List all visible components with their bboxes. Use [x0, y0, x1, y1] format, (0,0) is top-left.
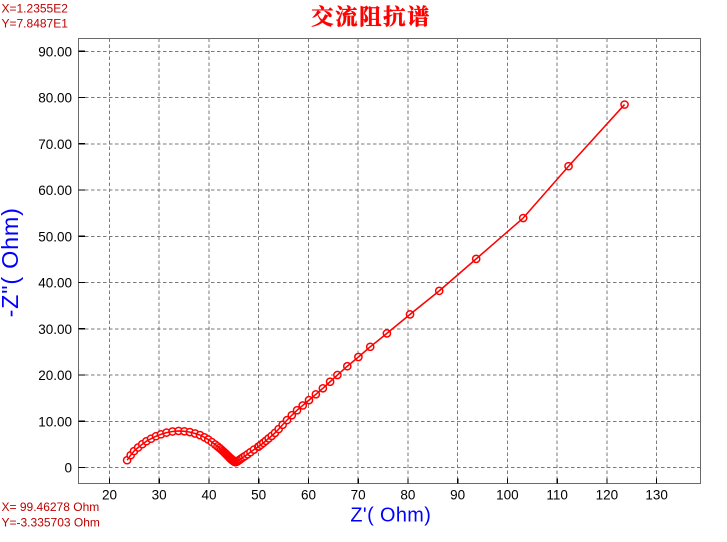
- svg-text:Y=-3.335703 Ohm: Y=-3.335703 Ohm: [2, 516, 100, 530]
- svg-text:X=1.2355E2: X=1.2355E2: [2, 2, 69, 16]
- svg-text:20.00: 20.00: [38, 368, 72, 383]
- svg-text:40.00: 40.00: [38, 276, 72, 291]
- svg-text:90: 90: [450, 488, 465, 503]
- svg-text:50: 50: [251, 488, 266, 503]
- svg-text:30: 30: [152, 488, 167, 503]
- svg-text:120: 120: [596, 488, 619, 503]
- svg-text:130: 130: [645, 488, 668, 503]
- svg-text:20: 20: [102, 488, 117, 503]
- svg-text:80.00: 80.00: [38, 91, 72, 106]
- svg-text:70.00: 70.00: [38, 137, 72, 152]
- svg-text:X= 99.46278 Ohm: X= 99.46278 Ohm: [2, 500, 100, 514]
- svg-text:Z'( Ohm): Z'( Ohm): [350, 505, 431, 527]
- svg-text:60: 60: [301, 488, 316, 503]
- svg-text:30.00: 30.00: [38, 322, 72, 337]
- svg-text:60.00: 60.00: [38, 183, 72, 198]
- svg-text:50.00: 50.00: [38, 229, 72, 244]
- svg-text:80: 80: [400, 488, 415, 503]
- svg-text:Y=7.8487E1: Y=7.8487E1: [2, 16, 69, 30]
- svg-text:90.00: 90.00: [38, 44, 72, 59]
- svg-text:10.00: 10.00: [38, 414, 72, 429]
- svg-text:40: 40: [201, 488, 216, 503]
- svg-text:0: 0: [64, 461, 72, 476]
- svg-text:70: 70: [351, 488, 366, 503]
- svg-text:-Z"( Ohm): -Z"( Ohm): [0, 207, 23, 317]
- svg-text:110: 110: [546, 488, 568, 503]
- svg-text:100: 100: [496, 488, 519, 503]
